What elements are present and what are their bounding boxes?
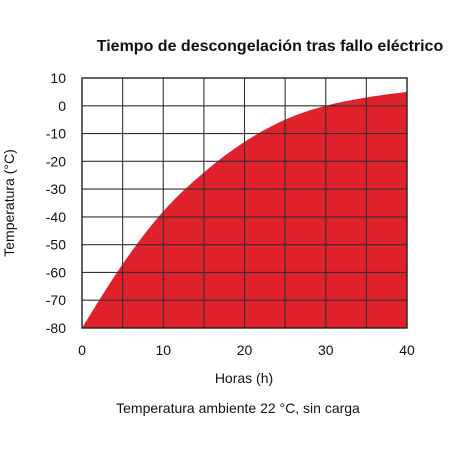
chart-caption: Temperatura ambiente 22 °C, sin carga [116, 400, 360, 416]
x-tick-label: 40 [399, 342, 415, 358]
y-axis-ticks: 10 0 -10 -20 -30 -40 -50 -60 -70 -80 [46, 70, 66, 336]
x-tick-label: 30 [318, 342, 334, 358]
x-axis-ticks: 0 10 20 30 40 [78, 342, 415, 358]
x-tick-label: 10 [155, 342, 171, 358]
grid [82, 78, 407, 328]
y-tick-label: -20 [46, 153, 66, 169]
plot-area [81, 77, 408, 329]
y-tick-label: -60 [46, 264, 66, 280]
x-tick-label: 20 [237, 342, 253, 358]
x-tick-label: 0 [78, 342, 86, 358]
y-tick-label: -10 [46, 126, 66, 142]
y-tick-label: 10 [50, 70, 66, 86]
y-tick-label: -50 [46, 237, 66, 253]
y-tick-label: -40 [46, 209, 66, 225]
y-tick-label: -30 [46, 181, 66, 197]
chart-title: Tiempo de descongelación tras fallo eléc… [97, 38, 444, 55]
y-tick-label: -70 [46, 292, 66, 308]
x-axis-label: Horas (h) [215, 370, 273, 386]
y-axis-label: Temperatura (°C) [1, 149, 17, 257]
y-tick-label: 0 [58, 98, 66, 114]
y-tick-label: -80 [46, 320, 66, 336]
plot-border [81, 77, 408, 329]
